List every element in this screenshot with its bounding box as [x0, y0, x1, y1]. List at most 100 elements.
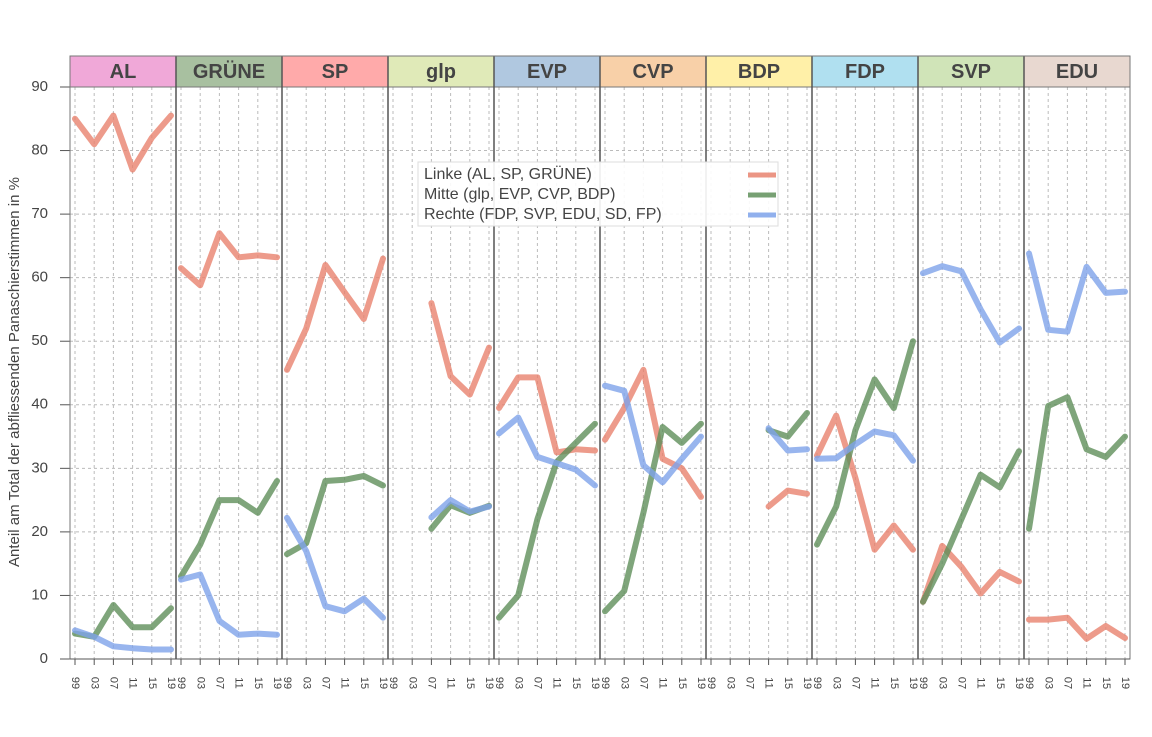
x-tick-label: 19 — [695, 677, 707, 689]
x-tick-label: 99 — [175, 677, 187, 689]
x-tick-label: 99 — [599, 677, 611, 689]
x-tick-label: 11 — [445, 677, 457, 688]
x-tick-label: 15 — [1100, 677, 1112, 689]
x-tick-label: 15 — [782, 677, 794, 689]
x-tick-label: 15 — [464, 677, 476, 689]
x-tick-label: 03 — [830, 677, 842, 689]
x-tick-label: 19 — [483, 677, 495, 689]
x-tick-label: 19 — [377, 677, 389, 689]
panel-header — [705, 55, 813, 88]
series-line — [284, 514, 386, 621]
x-tick-label: 15 — [146, 677, 158, 689]
x-tick-label: 15 — [252, 677, 264, 689]
series-line — [920, 263, 1022, 346]
panel-title: CVP — [632, 61, 673, 83]
panel-title: GRÜNE — [193, 60, 265, 83]
legend-label: Rechte (FDP, SVP, EDU, SD, FP) — [424, 206, 662, 223]
legend-box — [417, 161, 779, 227]
x-tick-label: 15 — [358, 677, 370, 689]
y-tick-label: 20 — [31, 523, 48, 540]
x-tick-label: 11 — [869, 677, 881, 688]
panel-title: EDU — [1056, 61, 1098, 83]
x-tick-label: 11 — [763, 677, 775, 688]
series-line — [72, 627, 174, 653]
legend-label: Linke (AL, SP, GRÜNE) — [424, 165, 592, 183]
x-tick-label: 15 — [888, 677, 900, 689]
panel-title: EVP — [527, 61, 567, 83]
x-tick-label: 15 — [570, 677, 582, 689]
panel-title: FDP — [845, 61, 885, 83]
legend: Linke (AL, SP, GRÜNE) Mitte (glp, EVP, CV… — [417, 161, 779, 227]
series-line — [178, 571, 280, 638]
x-tick-label: 99 — [69, 677, 81, 689]
x-tick-label: 03 — [936, 677, 948, 689]
series-line — [920, 542, 1022, 605]
x-tick-label: 03 — [512, 677, 524, 689]
x-tick-label: 11 — [127, 677, 139, 688]
panel-title: SVP — [951, 61, 991, 83]
series-line — [428, 497, 492, 521]
y-axis-label: Anteil am Total der abfliessenden Panasc… — [6, 177, 23, 567]
panel-header — [281, 55, 389, 88]
series-line — [178, 478, 280, 580]
y-tick-label: 80 — [31, 142, 48, 159]
x-tick-label: 07 — [107, 677, 119, 689]
series-line — [496, 374, 598, 456]
panel-title: AL — [110, 61, 137, 83]
x-tick-label: 11 — [657, 677, 669, 688]
panel-title: BDP — [738, 61, 780, 83]
x-tick-label: 15 — [994, 677, 1006, 689]
x-tick-label: 19 — [165, 677, 177, 689]
series-line — [496, 414, 598, 489]
legend-label: Mitte (glp, EVP, CVP, BDP) — [424, 186, 615, 203]
x-tick-label: 99 — [493, 677, 505, 689]
x-tick-label: 07 — [531, 677, 543, 689]
y-tick-label: 60 — [31, 269, 48, 286]
x-tick-label: 19 — [801, 677, 813, 689]
y-tick-label: 0 — [40, 650, 48, 667]
x-tick-label: 07 — [1061, 677, 1073, 689]
x-tick-label: 19 — [907, 677, 919, 689]
x-tick-label: 11 — [551, 677, 563, 688]
y-tick-label: 70 — [31, 205, 48, 222]
series-line — [428, 300, 492, 398]
panel-header — [599, 55, 707, 88]
x-tick-label: 07 — [849, 677, 861, 689]
x-tick-label: 11 — [339, 677, 351, 688]
x-tick-label: 03 — [194, 677, 206, 689]
x-tick-label: 03 — [1042, 677, 1054, 689]
series-line — [602, 366, 704, 500]
x-tick-label: 07 — [319, 677, 331, 689]
y-tick-label: 40 — [31, 396, 48, 413]
x-tick-label: 19 — [589, 677, 601, 689]
x-tick-label: 99 — [705, 677, 717, 689]
y-tick-label: 10 — [31, 586, 48, 603]
series-line — [814, 412, 916, 553]
x-tick-label: 03 — [88, 677, 100, 689]
series-line — [1026, 614, 1128, 642]
panel-header — [493, 55, 601, 88]
series-line — [178, 230, 280, 289]
series-line — [920, 448, 1022, 605]
x-tick-label: 11 — [233, 677, 245, 688]
x-tick-label: 19 — [271, 677, 283, 689]
x-tick-label: 99 — [281, 677, 293, 689]
x-tick-label: 03 — [618, 677, 630, 689]
series-line — [72, 112, 174, 173]
series-line — [814, 338, 916, 548]
series-line — [496, 420, 598, 621]
x-tick-label: 03 — [300, 677, 312, 689]
series-line — [765, 487, 810, 510]
x-tick-label: 07 — [637, 677, 649, 689]
y-tick-label: 50 — [31, 332, 48, 349]
x-tick-label: 11 — [975, 677, 987, 688]
series-line — [602, 382, 704, 486]
x-tick-label: 19 — [1119, 677, 1131, 689]
series-line — [814, 428, 916, 464]
series-line — [765, 425, 810, 454]
x-tick-label: 07 — [425, 677, 437, 689]
x-tick-label: 99 — [1023, 677, 1035, 689]
panel-title: SP — [322, 61, 349, 83]
